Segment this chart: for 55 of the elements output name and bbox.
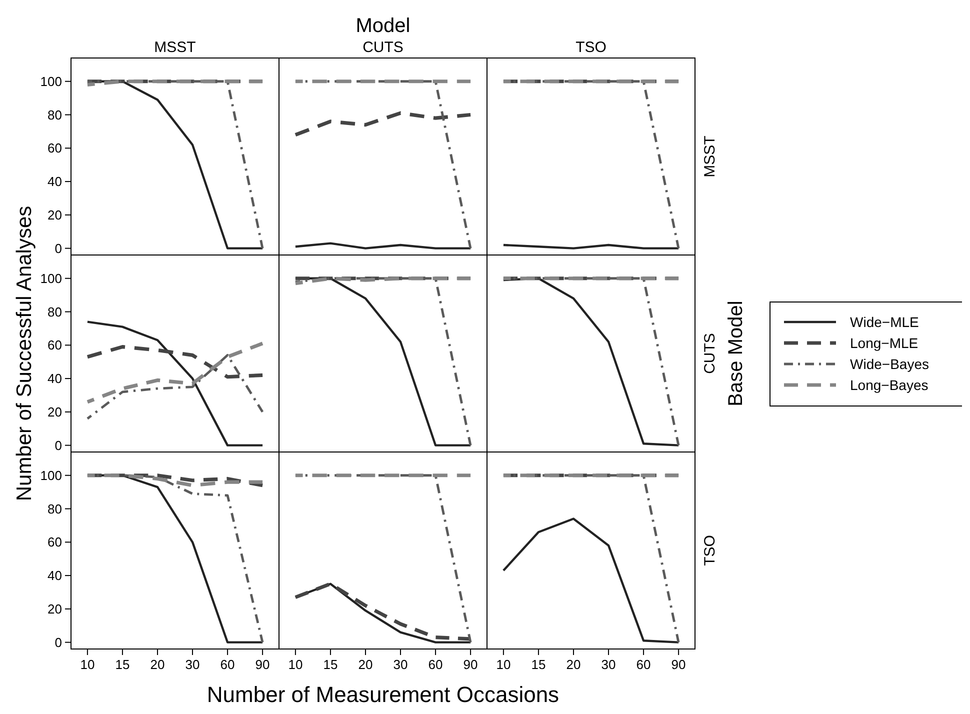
y2-axis-title: MSST — [701, 136, 718, 178]
y-tick-label: 100 — [40, 74, 62, 89]
y-tick-label: 0 — [54, 438, 62, 453]
y-tick-label: 20 — [48, 601, 62, 616]
chart-title: TSO — [576, 39, 606, 56]
x-tick-label: 15 — [115, 657, 130, 672]
x-tick-label: 20 — [358, 657, 373, 672]
y-tick-label: 40 — [48, 174, 62, 190]
x-tick-label: 10 — [80, 657, 95, 672]
x-tick-label: 30 — [185, 657, 200, 672]
x-tick-label: 15 — [323, 657, 338, 672]
y-tick-label: 100 — [40, 468, 62, 483]
line-series — [86, 474, 264, 488]
y-tick-label: 20 — [48, 207, 62, 222]
text: Base Model — [725, 300, 747, 406]
line-series — [86, 320, 264, 446]
x-tick-label: 60 — [636, 657, 651, 672]
legend-label: Long−MLE — [850, 334, 918, 351]
x-tick-label: 60 — [428, 657, 443, 672]
text: Model — [356, 15, 410, 37]
y-tick-label: 60 — [48, 140, 62, 156]
y-tick-label: 20 — [48, 404, 62, 420]
x-tick-label: 30 — [601, 657, 616, 672]
x-tick-label: 30 — [393, 657, 408, 672]
x-tick-label: 60 — [220, 657, 235, 672]
y-tick-label: 40 — [48, 371, 62, 386]
y-tick-label: 40 — [48, 568, 62, 584]
y-tick-label: 100 — [40, 270, 62, 286]
line-series — [86, 345, 264, 379]
x-tick-label: 20 — [566, 657, 581, 672]
x-tick-label: 90 — [671, 657, 686, 672]
y-tick-label: 60 — [48, 534, 62, 550]
line-series — [86, 342, 264, 404]
x-tick-label: 10 — [288, 657, 303, 672]
line-series — [86, 354, 264, 420]
y-tick-label: 0 — [54, 634, 62, 650]
y-tick-label: 80 — [48, 501, 62, 516]
x-tick-label: 20 — [150, 657, 165, 672]
y-axis-title: Number of Successful Analyses — [13, 206, 36, 502]
legend-label: Wide−MLE — [850, 314, 919, 330]
chart-title: CUTS — [362, 39, 404, 56]
y-tick-label: 80 — [48, 107, 62, 122]
y-tick-label: 60 — [48, 338, 62, 353]
x-tick-label: 90 — [463, 657, 478, 672]
chart-title: MSST — [154, 39, 196, 56]
legend-label: Wide−Bayes — [850, 356, 929, 372]
y2-axis-title: CUTS — [701, 333, 718, 374]
y-tick-label: 0 — [54, 240, 62, 256]
y2-axis-title: TSO — [701, 535, 718, 566]
legend-label: Long−Bayes — [850, 376, 928, 393]
y-tick-label: 80 — [48, 304, 62, 320]
x-tick-label: 15 — [531, 657, 546, 672]
x-axis-title: Number of Measurement Occasions — [206, 682, 560, 707]
x-tick-label: 90 — [255, 657, 270, 672]
x-tick-label: 10 — [496, 657, 511, 672]
